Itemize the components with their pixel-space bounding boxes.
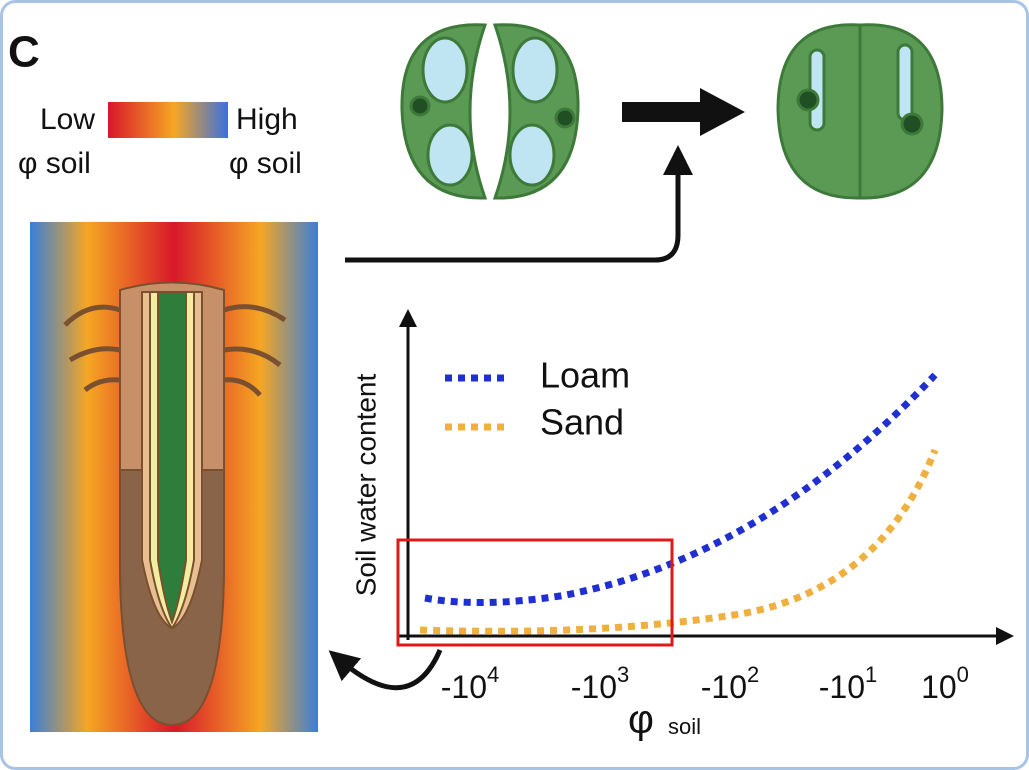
transition-arrowhead <box>700 88 745 136</box>
high-label: High <box>236 103 298 136</box>
sand-curve <box>419 448 939 635</box>
x-ticks: -104 -103 -102 -101 100 <box>441 662 969 706</box>
x-tick: -101 <box>819 662 878 706</box>
x-label-sub: soil <box>668 714 701 739</box>
x-tick: -102 <box>701 662 760 706</box>
x-tick: -104 <box>441 662 500 706</box>
color-bar <box>108 102 228 138</box>
low-sub: φ soil <box>18 147 91 180</box>
high-sub: φ soil <box>229 147 302 180</box>
highlight-box <box>396 538 674 647</box>
y-label: Soil water content <box>350 374 381 597</box>
signal-arrow <box>345 145 693 263</box>
stomata-closed <box>776 23 944 200</box>
stomata-open <box>400 23 580 200</box>
x-label-symbol: φ <box>628 698 654 742</box>
legend-label: Sand <box>540 402 624 443</box>
loam-curve <box>424 372 938 607</box>
return-arrow <box>328 649 443 691</box>
panel-label: C <box>8 28 40 77</box>
root <box>63 281 287 727</box>
x-tick: -103 <box>571 662 630 706</box>
x-tick: 100 <box>921 662 969 706</box>
low-label: Low <box>40 103 95 136</box>
legend-label: Loam <box>540 355 630 396</box>
